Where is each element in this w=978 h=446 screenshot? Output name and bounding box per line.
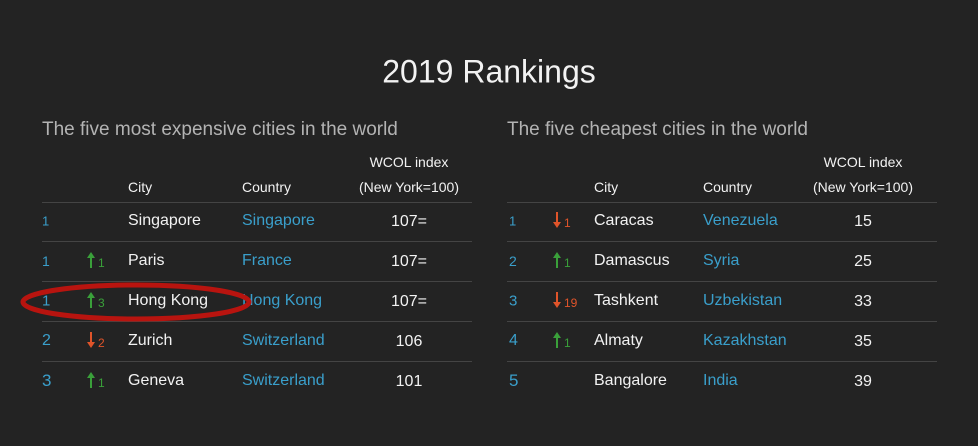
highlight-circle [20,282,252,322]
rank: 1 [509,213,517,229]
index-value: 106 [395,333,423,350]
change-arrow [553,292,561,308]
change-arrow [553,212,561,228]
index-value: 107= [390,253,428,270]
rank: 3 [42,371,52,390]
rank: 5 [509,371,519,390]
column-header: (New York=100) [812,179,913,195]
index-value: 101 [395,373,423,390]
row-rule [507,281,937,282]
row-rule [507,321,937,322]
rank: 1 [42,213,50,229]
column-header: Country [242,179,292,195]
change-arrow [87,292,95,308]
row-rule [507,241,937,242]
table-title: The five most expensive cities in the wo… [42,119,398,140]
country: Singapore [242,212,315,229]
header-rule [42,202,472,203]
column-header: City [128,179,153,195]
city: Paris [128,252,165,269]
rank: 1 [42,253,50,269]
index-value: 33 [854,293,872,310]
country: Venezuela [703,212,778,229]
row-rule [42,281,472,282]
country: Syria [703,252,740,269]
city: Zurich [128,332,173,349]
country: India [703,372,738,389]
change-amount: 1 [98,256,105,270]
index-value: 107= [390,213,428,230]
change-arrow [553,332,561,348]
row-rule [42,241,472,242]
city: Caracas [594,212,654,229]
city: Geneva [128,372,185,389]
city: Singapore [128,212,201,229]
change-amount: 1 [564,216,571,230]
row-rule [42,321,472,322]
index-value: 107= [390,293,428,310]
column-header: WCOL index [823,154,903,170]
rank: 1 [42,292,51,310]
change-arrow [87,252,95,268]
change-amount: 3 [98,296,105,310]
change-arrow [87,372,95,388]
row-rule [42,361,472,362]
city: Tashkent [594,292,659,309]
country: France [242,252,292,269]
column-header: WCOL index [369,154,449,170]
change-arrow [553,252,561,268]
row-rule [507,361,937,362]
index-value: 25 [854,253,872,270]
rank: 2 [509,253,517,269]
rank: 3 [509,292,518,310]
rank: 2 [42,332,51,349]
country: Switzerland [242,332,325,349]
index-value: 39 [854,373,872,390]
change-amount: 1 [98,376,105,390]
change-amount: 19 [564,296,578,310]
change-amount: 1 [564,336,571,350]
index-value: 35 [854,333,872,350]
change-amount: 2 [98,336,105,350]
city: Damascus [594,252,670,269]
city: Almaty [594,332,643,349]
rank: 4 [509,332,518,349]
header-rule [507,202,937,203]
change-amount: 1 [564,256,571,270]
column-header: Country [703,179,753,195]
country: Kazakhstan [703,332,787,349]
city: Hong Kong [128,292,209,309]
city: Bangalore [594,372,667,389]
page-title: 2019 Rankings [382,53,596,90]
table-title: The five cheapest cities in the world [507,119,808,140]
index-value: 15 [854,213,872,230]
country: Hong Kong [242,292,323,309]
column-header: City [594,179,619,195]
column-header: (New York=100) [358,179,459,195]
country: Switzerland [242,372,325,389]
change-arrow [87,332,95,348]
country: Uzbekistan [703,292,783,309]
